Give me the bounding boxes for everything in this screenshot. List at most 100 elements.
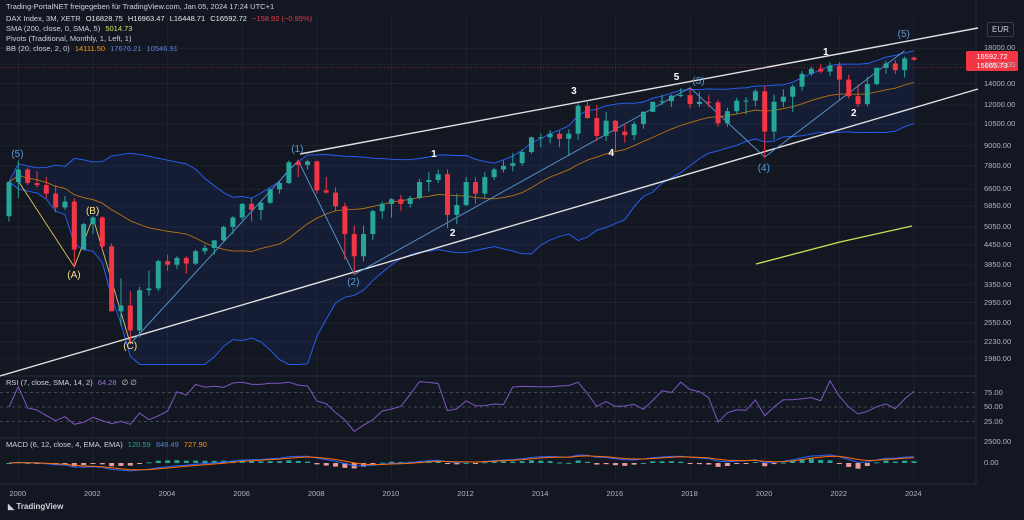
macd-histogram-bar (622, 463, 628, 466)
macd-histogram-bar (183, 460, 189, 463)
macd-histogram-bar (81, 463, 87, 466)
candle-body (790, 86, 796, 97)
price-tick-label: 18000.00 (984, 43, 1016, 53)
tradingview-logo[interactable]: ◣ TradingView (8, 502, 63, 511)
macd-histogram-bar (640, 462, 646, 464)
candle-body (519, 152, 525, 164)
macd-legend[interactable]: MACD (6, 12, close, 4, EMA, EMA) 120.59 … (6, 440, 210, 450)
rsi-tick-label: 50.00 (984, 402, 1003, 411)
macd-signal-line (8, 455, 915, 471)
macd-signal-value: 727.90 (183, 440, 207, 449)
bb-label: BB (20, close, 2, 0) (6, 44, 70, 53)
bb-legend[interactable]: BB (20, close, 2, 0) 14111.50 17676.21 1… (6, 44, 181, 54)
candle-body (370, 211, 376, 235)
candle-body (640, 111, 646, 125)
rsi-tick-label: 25.00 (984, 416, 1003, 426)
ohlc-change: −158.92 (−0.95%) (252, 14, 313, 23)
macd-histogram-bar (818, 459, 824, 463)
candle-body (780, 96, 786, 102)
macd-histogram-bar (902, 460, 908, 463)
macd-histogram-bar (650, 461, 656, 463)
candle-body (277, 183, 283, 190)
ohlc-low: L16448.71 (169, 14, 206, 23)
macd-histogram-bar (874, 462, 880, 464)
candle-body (846, 79, 852, 97)
price-tick-label: 16000.00 (984, 59, 1016, 69)
candle-body (6, 182, 12, 217)
candle-body (379, 203, 385, 212)
macd-histogram-bar (71, 463, 77, 467)
macd-histogram-bar (808, 458, 814, 463)
candle-body (528, 137, 534, 153)
candle-body (314, 161, 320, 191)
tradingview-icon: ◣ (8, 502, 17, 511)
candle-body (500, 165, 506, 170)
candle-body (575, 105, 581, 134)
candle-body (818, 68, 824, 72)
candle-body (426, 180, 432, 183)
time-tick-label: 2010 (382, 489, 400, 498)
time-tick-label: 2004 (158, 489, 176, 498)
candle-body (734, 100, 740, 112)
macd-histogram-bar (267, 461, 273, 463)
macd-histogram-bar (762, 463, 768, 467)
macd-histogram-bar (743, 463, 749, 464)
macd-histogram-bar (659, 461, 665, 463)
wave-label: 3 (571, 85, 577, 97)
macd-histogram-bar (472, 463, 478, 464)
candle-body (650, 101, 656, 112)
pivots-legend[interactable]: Pivots (Traditional, Monthly, 1, Left, 1… (6, 34, 134, 44)
macd-histogram-bar (491, 461, 497, 463)
macd-histogram-bar (277, 461, 283, 463)
macd-histogram-bar (155, 460, 161, 463)
macd-histogram-bar (370, 463, 376, 465)
candle-body (612, 120, 618, 132)
currency-badge[interactable]: EUR (987, 22, 1014, 37)
candle-body (62, 201, 68, 208)
candle-body (34, 183, 40, 186)
candle-body (538, 137, 544, 139)
macd-histogram-bar (342, 463, 348, 468)
macd-histogram-bar (678, 461, 684, 463)
candle-body (99, 217, 105, 247)
candle-body (137, 290, 143, 331)
price-tick-label: 3350.00 (984, 279, 1012, 289)
macd-histogram-bar (612, 463, 618, 466)
candle-body (584, 105, 590, 119)
macd-histogram-bar (780, 462, 786, 464)
candle-body (90, 217, 96, 225)
macd-histogram-bar (25, 462, 31, 464)
sma-value: 5014.73 (105, 24, 133, 33)
candle-body (808, 68, 814, 74)
candle-body (911, 57, 917, 60)
wave-label: 2 (851, 107, 857, 119)
macd-histogram-bar (305, 461, 311, 463)
macd-histogram-bar (127, 463, 133, 466)
macd-histogram-bar (249, 461, 255, 463)
candle-body (258, 202, 264, 210)
candle-body (25, 169, 31, 184)
macd-histogram-bar (799, 459, 805, 463)
macd-histogram-bar (734, 463, 740, 465)
candle-body (855, 96, 861, 105)
candle-body (556, 133, 562, 139)
candle-body (295, 162, 301, 165)
sma-legend[interactable]: SMA (200, close, 0, SMA, 5) 5014.73 (6, 24, 135, 34)
share-banner: Trading-PortalNET freigegeben für Tradin… (6, 2, 275, 11)
candle-body (603, 120, 609, 136)
bb-basis-value: 14111.50 (74, 44, 106, 53)
macd-histogram-bar (631, 463, 637, 465)
wave-label: (A) (67, 270, 81, 282)
rsi-legend[interactable]: RSI (7, close, SMA, 14, 2) 64.28 ∅ ∅ (6, 378, 140, 388)
time-tick-label: 2024 (905, 489, 922, 498)
candle-body (827, 65, 833, 72)
macd-histogram-bar (454, 463, 460, 465)
macd-histogram-bar (696, 463, 702, 465)
price-tick-label: 12000.00 (984, 100, 1016, 110)
macd-histogram-bar (846, 463, 852, 467)
last-price-tag: 16592.72 (966, 51, 1018, 62)
candle-body (389, 199, 395, 204)
